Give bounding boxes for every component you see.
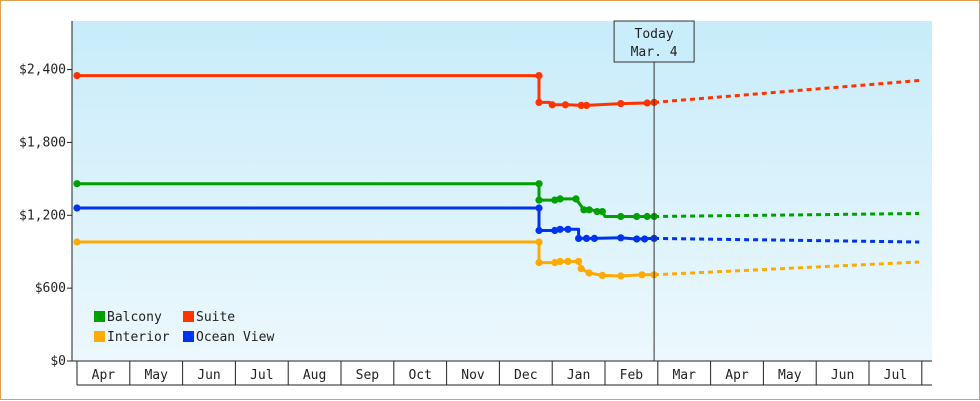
data-point	[73, 180, 81, 188]
month-label: Dec	[514, 368, 537, 383]
month-label: Apr	[725, 368, 749, 383]
data-point	[535, 204, 543, 212]
month-label: May	[778, 368, 802, 383]
y-tick-label: $1,800	[19, 135, 66, 150]
legend-label: Interior	[107, 330, 170, 345]
data-point	[564, 225, 572, 233]
data-point	[556, 257, 564, 265]
data-point	[572, 195, 580, 203]
data-point	[561, 101, 570, 109]
month-label: Nov	[461, 368, 485, 383]
legend-swatch	[94, 331, 105, 342]
series-suite	[73, 72, 920, 109]
data-point	[641, 235, 649, 243]
data-point	[575, 234, 583, 242]
today-label: Today	[635, 27, 674, 42]
month-label: Jan	[567, 368, 590, 383]
data-point	[73, 72, 81, 80]
month-label: Oct	[408, 368, 431, 383]
data-point	[633, 235, 641, 243]
y-axis: $0 $600 $1,200 $1,800 $2,400	[19, 21, 73, 369]
data-point	[535, 180, 543, 188]
data-point	[582, 101, 591, 109]
data-point	[556, 195, 564, 203]
data-point	[617, 100, 625, 108]
data-point	[643, 99, 651, 107]
data-point	[633, 212, 641, 221]
data-point	[598, 271, 607, 279]
series-forecast-line	[654, 236, 920, 244]
data-point	[617, 212, 625, 221]
legend-item-interior: Interior	[94, 330, 170, 345]
month-label: Jun	[197, 368, 220, 383]
today-box	[613, 20, 695, 63]
legend-swatch	[183, 331, 194, 342]
data-point	[535, 238, 543, 246]
data-point	[535, 72, 543, 80]
data-point	[73, 204, 81, 212]
data-point	[582, 234, 591, 242]
data-point	[580, 206, 588, 214]
data-point	[535, 196, 543, 204]
series-layer	[73, 72, 920, 280]
legend-label: Ocean View	[196, 330, 274, 345]
data-point	[577, 101, 585, 109]
y-tick-label: $0	[50, 354, 66, 369]
data-point	[585, 269, 593, 277]
month-label: Jun	[831, 368, 854, 383]
legend-swatch	[94, 311, 105, 322]
month-label: Sep	[356, 368, 380, 383]
y-tick-label: $600	[35, 281, 66, 296]
legend-item-ocean-view: Ocean View	[183, 330, 274, 345]
month-label: Mar	[672, 368, 696, 383]
data-point	[575, 257, 583, 265]
month-axis: Apr May Jun Jul Aug Sep Oct Nov Dec Jan Feb Mar Apr M…	[72, 360, 932, 386]
data-point	[617, 234, 625, 242]
month-label: May	[144, 368, 168, 383]
data-point	[556, 225, 564, 233]
legend: Balcony Suite Interior Ocean View	[94, 310, 274, 345]
data-point	[564, 257, 572, 265]
series-ocean-view	[73, 204, 920, 244]
data-point	[590, 234, 599, 242]
series-interior	[73, 238, 920, 280]
plot-area	[72, 21, 932, 361]
series-balcony	[73, 180, 920, 221]
month-label: Feb	[620, 368, 644, 383]
legend-item-suite: Suite	[183, 310, 235, 325]
data-point	[643, 212, 651, 221]
data-point	[617, 272, 625, 280]
y-tick-label: $1,200	[19, 208, 66, 223]
data-point	[535, 98, 543, 106]
data-point	[535, 226, 543, 235]
data-point	[585, 206, 593, 214]
legend-label: Balcony	[107, 310, 162, 325]
data-point	[548, 101, 556, 109]
data-point	[535, 259, 543, 267]
data-point	[598, 208, 607, 216]
today-marker: Today Mar. 4	[613, 20, 695, 361]
data-point	[638, 271, 646, 279]
month-label: Jul	[884, 368, 907, 383]
y-tick-label: $2,400	[19, 63, 66, 78]
data-point	[593, 208, 601, 216]
legend-swatch	[183, 311, 194, 322]
legend-label: Suite	[196, 310, 235, 325]
today-date-label: Mar. 4	[631, 45, 678, 60]
data-point	[577, 265, 585, 273]
data-point	[73, 238, 81, 246]
month-label: Aug	[303, 368, 326, 383]
month-label: Apr	[92, 368, 116, 383]
legend-item-balcony: Balcony	[94, 310, 162, 325]
month-label: Jul	[250, 368, 273, 383]
series-forecast-line	[654, 212, 920, 218]
